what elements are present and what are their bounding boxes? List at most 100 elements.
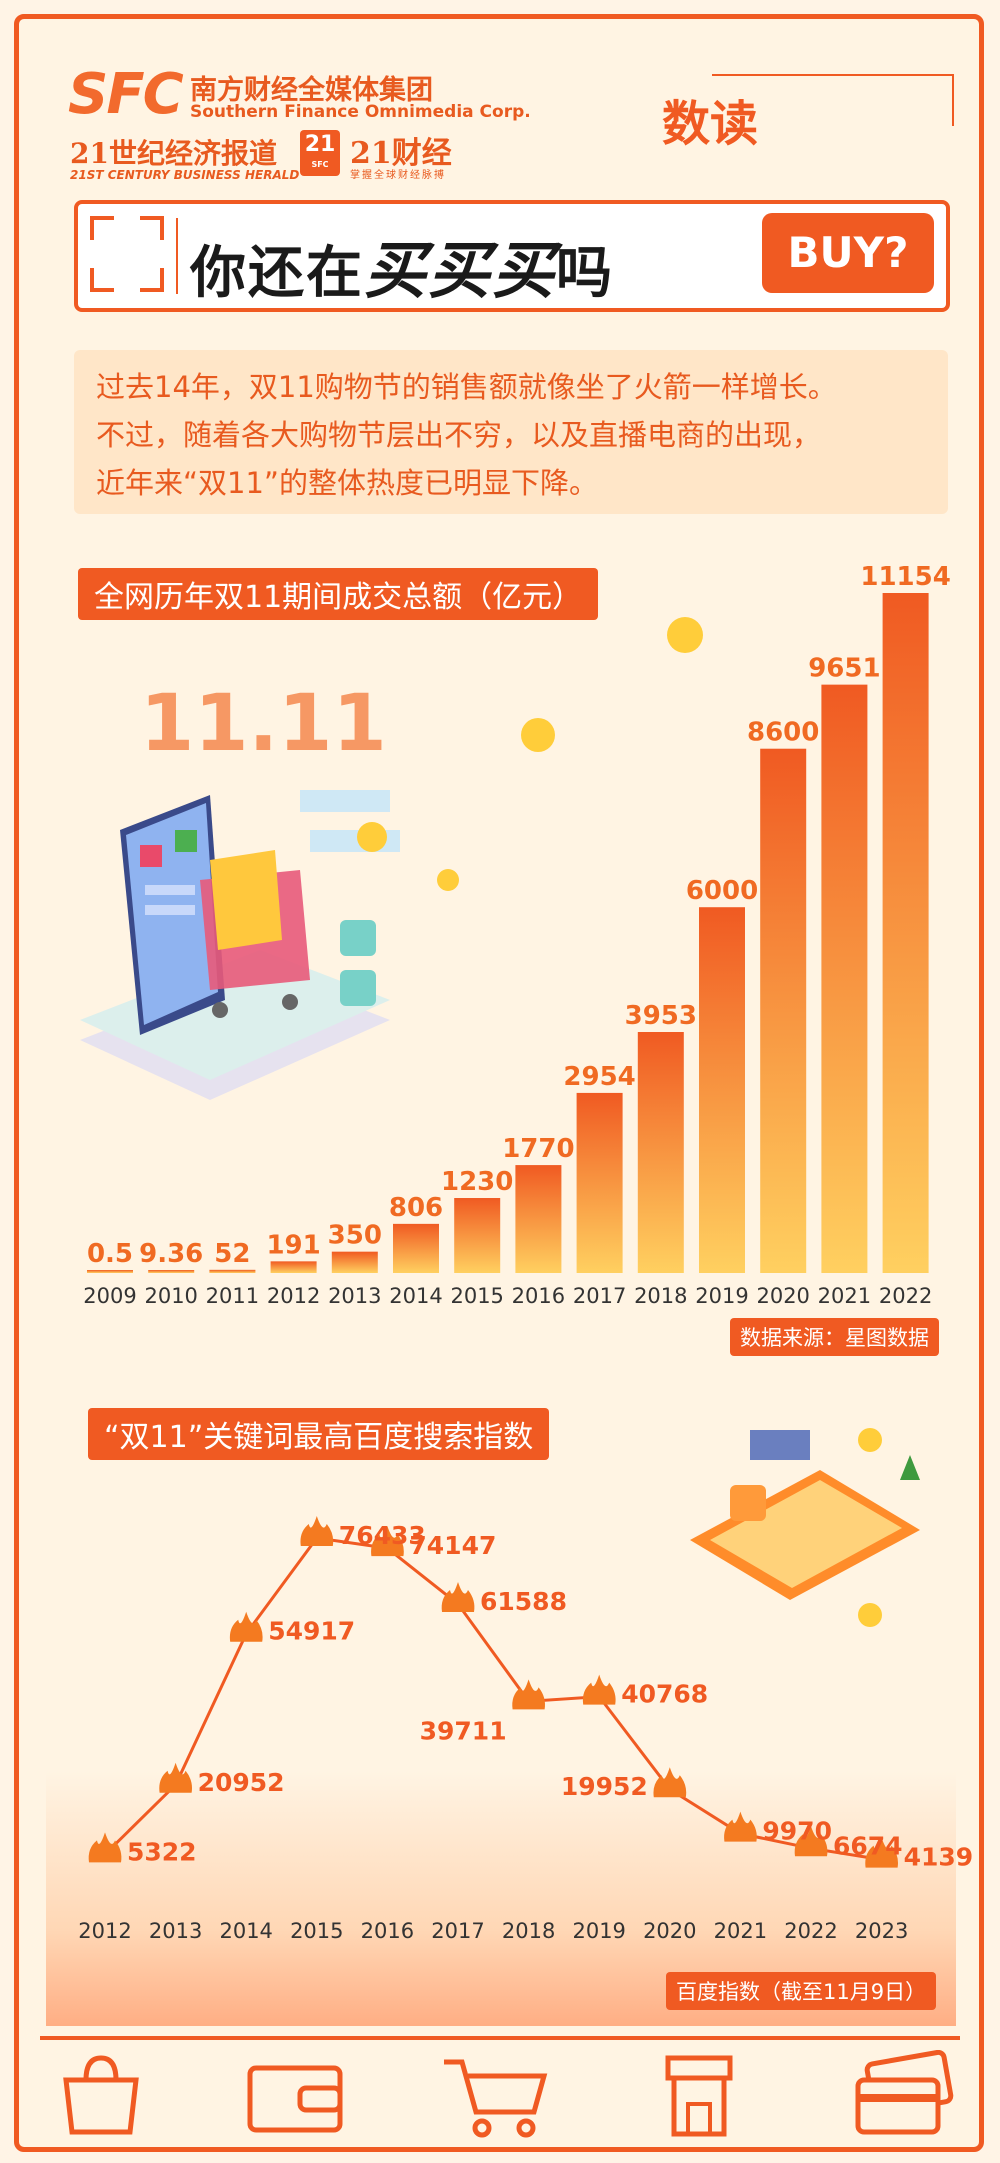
line-value-label: 6674	[833, 1831, 903, 1860]
bar-2015	[454, 1198, 501, 1273]
flame-point-icon	[582, 1674, 616, 1705]
x-tick-label: 2019	[695, 1284, 748, 1308]
x-tick-label: 2014	[389, 1284, 442, 1308]
bar-value-label: 9.36	[139, 1239, 203, 1269]
storefront-icon	[665, 2055, 733, 2137]
caijing-slogan: 掌握全球财经脉搏	[350, 170, 446, 181]
bar-value-label: 11154	[860, 562, 950, 592]
bar-2022	[882, 593, 929, 1273]
x-tick-label: 2021	[818, 1284, 871, 1308]
bar-2021	[821, 684, 868, 1273]
phone-delivery-illustration	[690, 1428, 920, 1627]
bar-2009	[87, 1270, 133, 1273]
bar-value-label: 2954	[563, 1062, 635, 1092]
line-value-label: 76433	[339, 1521, 426, 1550]
flame-point-icon	[724, 1811, 757, 1842]
wallet-icon	[247, 2065, 343, 2133]
paper-name-en: 21ST CENTURY BUSINESS HERALD	[70, 168, 300, 182]
bar-2013	[331, 1251, 378, 1273]
bar-2019	[699, 907, 745, 1273]
check-icon	[175, 830, 197, 852]
coin-icon	[521, 718, 555, 752]
banner-emphasis: 买买买	[364, 234, 557, 307]
x-tick-label: 2016	[512, 1284, 565, 1308]
bar-value-label: 52	[214, 1239, 250, 1269]
flame-point-icon	[865, 1837, 898, 1868]
flame-point-icon	[441, 1582, 475, 1613]
bar-2018	[637, 1032, 684, 1273]
coin-icon	[437, 869, 459, 891]
bar-value-label: 0.5	[87, 1239, 133, 1269]
coin-icon	[357, 822, 387, 852]
tree-icon	[900, 1455, 920, 1480]
flame-point-icon	[653, 1767, 687, 1798]
x-tick-label: 2010	[144, 1284, 197, 1308]
flame-point-icon	[512, 1679, 545, 1710]
x-tick-label: 2022	[784, 1919, 837, 1943]
x-tick-label: 2013	[149, 1919, 202, 1943]
x-tick-label: 2018	[634, 1284, 687, 1308]
x-tick-label: 2017	[431, 1919, 484, 1943]
line-value-label: 9970	[762, 1817, 832, 1846]
x-tick-label: 2013	[328, 1284, 381, 1308]
coin-icon	[667, 617, 703, 653]
x-tick-label: 2014	[219, 1919, 272, 1943]
line-value-label: 74147	[409, 1531, 496, 1560]
sfc-logo: SFC	[68, 62, 184, 127]
flame-point-icon	[159, 1762, 192, 1793]
x-tick-label: 2020	[756, 1284, 809, 1308]
coin-icon	[858, 1603, 882, 1627]
shopping-bag-icon	[63, 2055, 139, 2135]
read-title: 数读	[662, 96, 759, 152]
bar-2016	[515, 1165, 562, 1273]
illustration-digits: 11.11	[140, 680, 387, 769]
buy-badge: BUY?	[762, 213, 934, 293]
bar-value-label: 8600	[747, 718, 819, 748]
bar-value-label: 9651	[808, 654, 880, 684]
x-tick-label: 2012	[78, 1919, 131, 1943]
bar-value-label: 806	[389, 1193, 443, 1223]
banner-prefix: 你还在	[190, 240, 364, 306]
line-value-label: 54917	[268, 1617, 355, 1646]
x-tick-label: 2017	[573, 1284, 626, 1308]
intro-line-1: 过去14年，双11购物节的销售额就像坐了火箭一样增长。	[96, 370, 837, 404]
intro-box: 过去14年，双11购物节的销售额就像坐了火箭一样增长。 不过，随着各大购物节层出…	[74, 350, 948, 514]
line-value-label: 4139	[904, 1843, 974, 1872]
truck-icon	[750, 1430, 810, 1460]
bar-value-label: 350	[328, 1221, 382, 1251]
x-tick-label: 2012	[267, 1284, 320, 1308]
group-name-cn: 南方财经全媒体集团	[190, 75, 433, 106]
flame-point-icon	[229, 1611, 263, 1642]
flame-point-icon	[88, 1832, 122, 1863]
x-tick-label: 2022	[879, 1284, 932, 1308]
x-tick-label: 2018	[502, 1919, 555, 1943]
x-tick-label: 2011	[206, 1284, 259, 1308]
caijing-brand: 21财经	[350, 136, 452, 171]
bar-chart-title: 全网历年双11期间成交总额（亿元）	[78, 568, 599, 620]
intro-line-3: 近年来“双11”的整体热度已明显下降。	[96, 466, 598, 500]
bar-2017	[576, 1092, 623, 1273]
heart-icon	[140, 845, 162, 867]
bar-value-label: 6000	[686, 876, 758, 906]
cart-icon	[444, 2059, 548, 2138]
banner-suffix: 吗	[556, 240, 615, 306]
line-value-label: 20952	[198, 1768, 285, 1797]
x-tick-label: 2020	[643, 1919, 696, 1943]
x-tick-label: 2015	[290, 1919, 343, 1943]
x-tick-label: 2016	[361, 1919, 414, 1943]
bar-2014	[393, 1223, 439, 1273]
bar-2011	[209, 1269, 256, 1273]
coin-icon	[858, 1428, 882, 1452]
bar-value-label: 1770	[502, 1134, 574, 1164]
bar-chart-source: 数据来源：星图数据	[730, 1318, 939, 1356]
line-value-label: 39711	[420, 1716, 507, 1745]
line-value-label: 5322	[127, 1837, 197, 1866]
x-tick-label: 2019	[572, 1919, 625, 1943]
bar-value-label: 191	[266, 1230, 320, 1260]
banner-title: 你还在买买买吗	[190, 220, 614, 310]
x-tick-label: 2023	[855, 1919, 908, 1943]
x-tick-label: 2015	[450, 1284, 503, 1308]
flame-point-icon	[371, 1526, 404, 1557]
